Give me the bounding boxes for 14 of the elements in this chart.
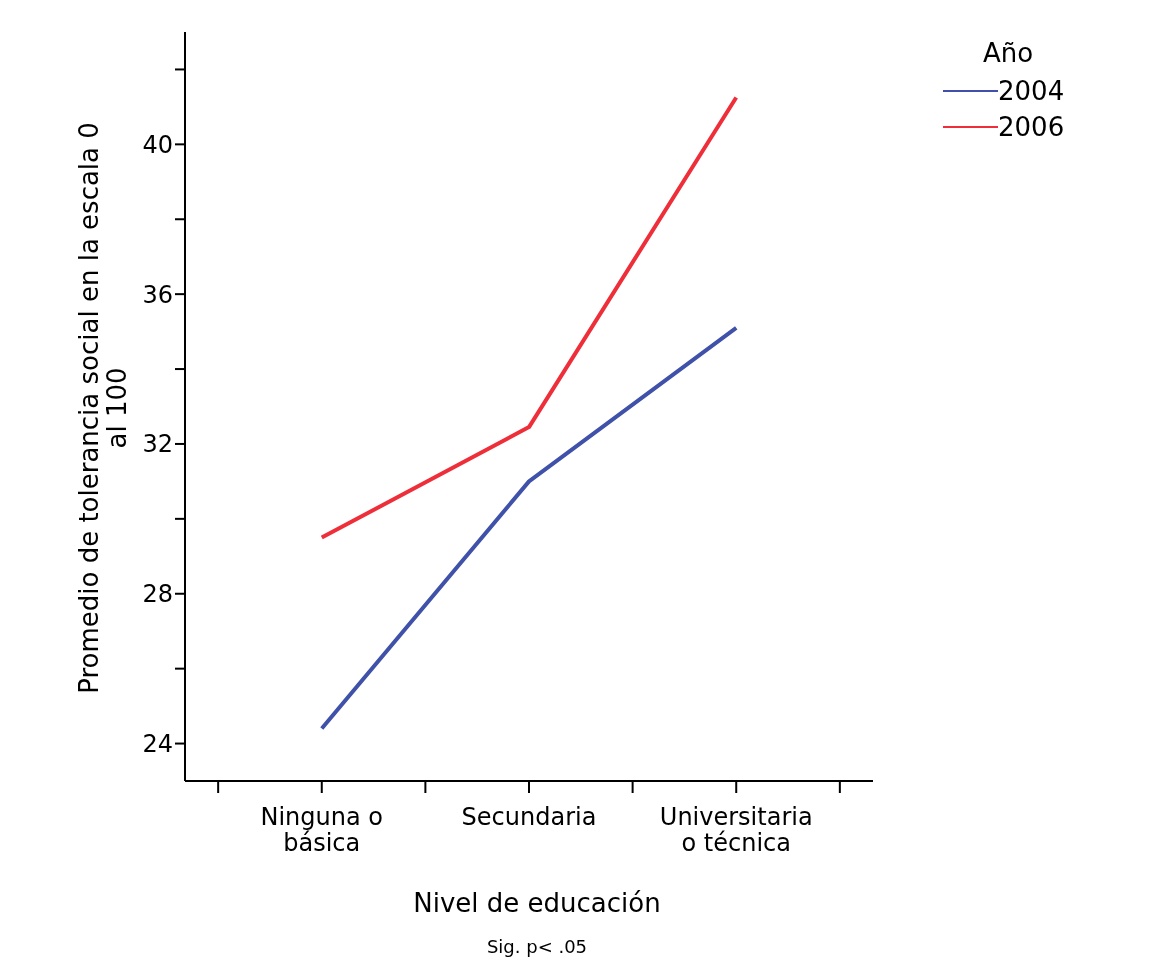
x-axis-title: Nivel de educación (412, 888, 662, 918)
legend-title: Año (983, 38, 1035, 68)
x-tick-label: Ninguna o básica (260, 803, 384, 857)
y-tick-label: 28 (142, 580, 173, 609)
x-tick-label: Universitaria o técnica (659, 803, 813, 857)
legend-label: 2004 (998, 76, 1065, 106)
y-tick-label: 40 (142, 130, 173, 159)
x-tick-label: Secundaria (461, 803, 597, 831)
y-tick-label: 24 (142, 730, 173, 759)
legend-label: 2006 (998, 112, 1065, 142)
y-tick-label: 32 (142, 430, 173, 459)
y-tick-label: 36 (142, 280, 173, 309)
y-axis-title: Promedio de tolerancia social en la escala 0 al 100 (74, 122, 132, 694)
text: Sig. p< .05 (485, 936, 589, 957)
